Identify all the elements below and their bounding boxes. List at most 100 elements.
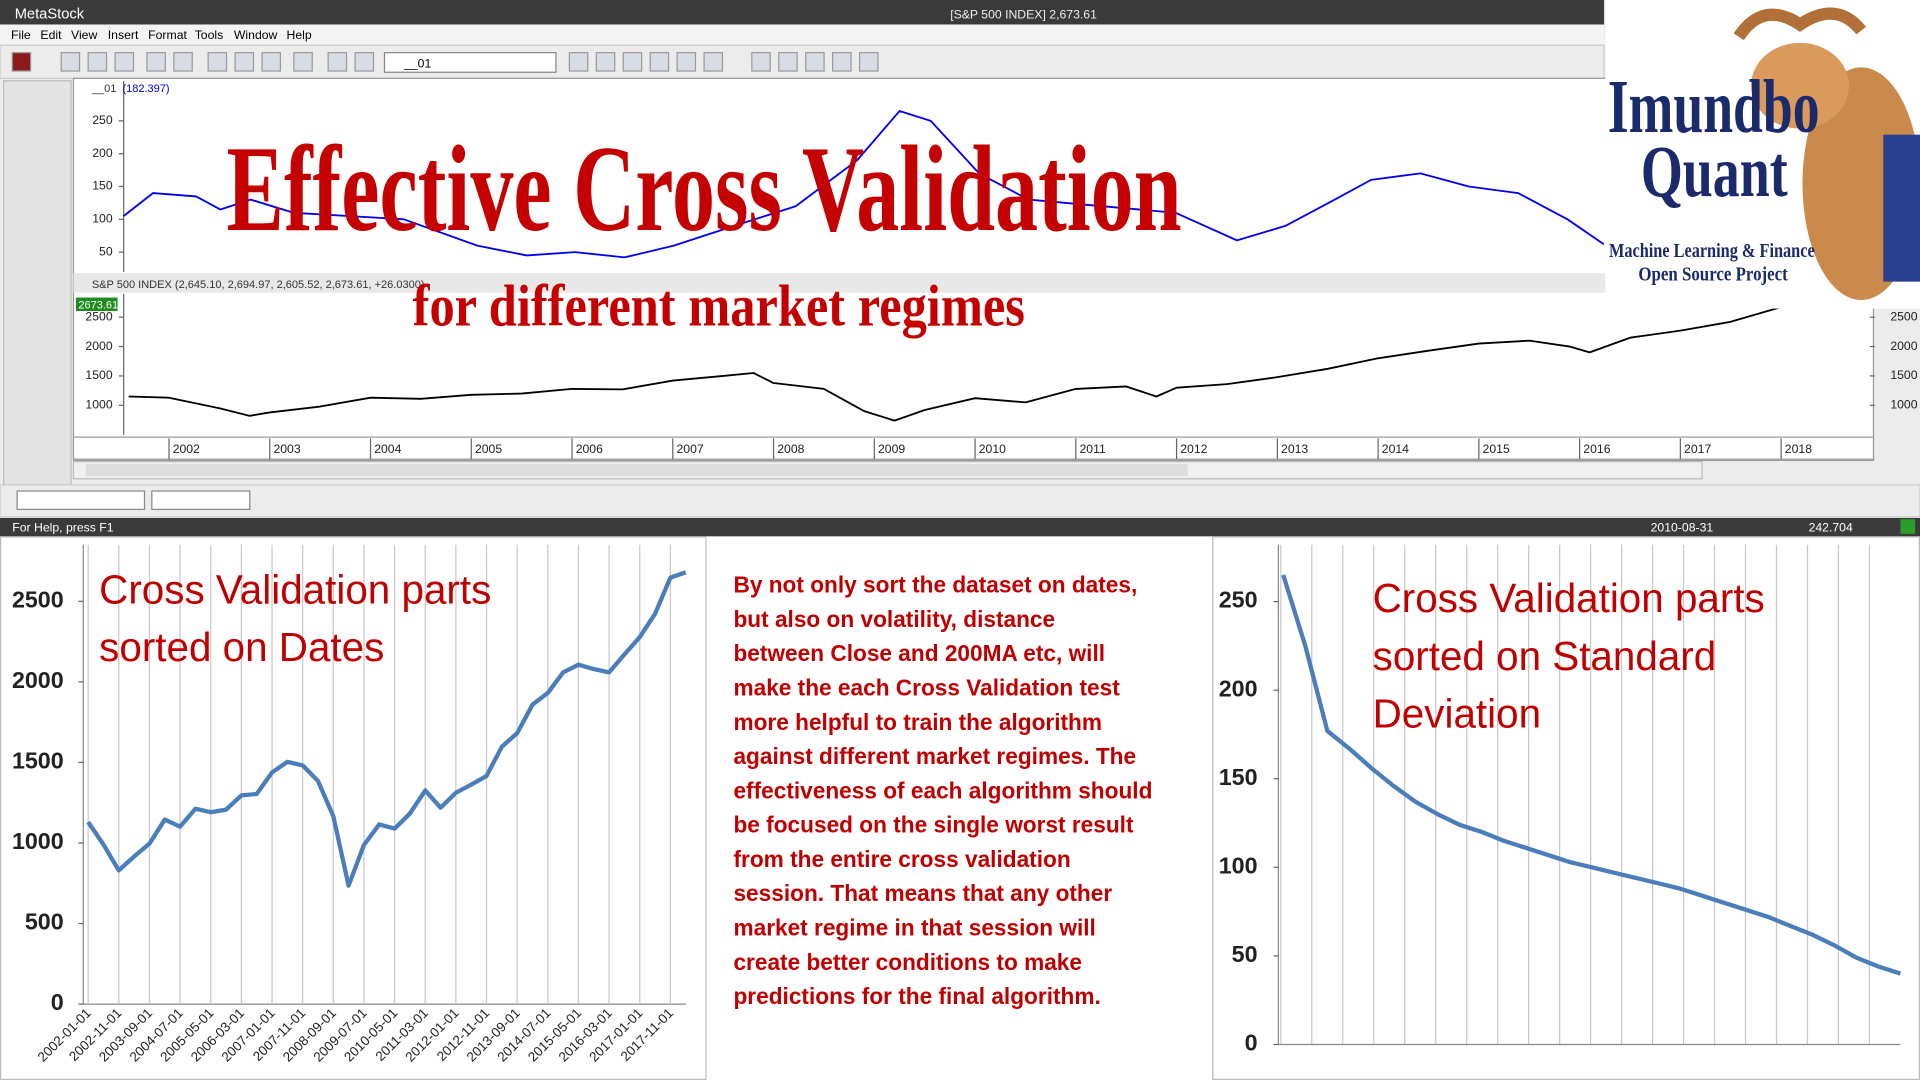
logo-line1: Imundbo — [1608, 65, 1820, 149]
logo-tagline1: Machine Learning & Finance — [1609, 241, 1815, 262]
right-chart-box — [1212, 536, 1920, 1080]
note-line: from the entire cross validation — [733, 846, 1070, 872]
status-value: 242.704 — [1809, 520, 1853, 534]
toolbar-button[interactable] — [649, 52, 670, 72]
menu-item[interactable]: File — [11, 28, 31, 42]
x-tick-label: 2007 — [676, 442, 703, 456]
y-tick-label: 250 — [92, 113, 113, 127]
toolbar-button[interactable] — [87, 52, 108, 72]
note-line: create better conditions to make — [733, 949, 1082, 975]
y-tick-label: 50 — [1232, 941, 1258, 967]
y-tick-label: 1500 — [12, 748, 64, 774]
logo-tagline2: Open Source Project — [1638, 264, 1788, 285]
toolbar-button[interactable] — [858, 52, 879, 72]
note-line: session. That means that any other — [733, 880, 1112, 906]
x-tick-label: 2012 — [1180, 442, 1207, 456]
y-tick-label: 200 — [92, 146, 113, 160]
x-tick-label: 2006 — [576, 442, 603, 456]
series-line — [128, 306, 1782, 422]
x-tick-label: 2010 — [979, 442, 1006, 456]
y-tick-label: 1500 — [85, 368, 112, 382]
toolbar-button[interactable] — [676, 52, 697, 72]
x-tick-label: 2003 — [273, 442, 300, 456]
combo-box[interactable] — [383, 52, 557, 73]
toolbar-button[interactable] — [261, 52, 282, 72]
menu-item[interactable]: Format — [148, 28, 187, 42]
note-line: but also on volatility, distance — [733, 606, 1055, 632]
x-tick-label: 2008 — [777, 442, 804, 456]
y-tick-label: 250 — [1219, 587, 1258, 613]
note-line: By not only sort the dataset on dates, — [733, 572, 1137, 598]
chart-window — [72, 77, 1875, 462]
menu-item[interactable]: Window — [234, 28, 278, 42]
note-line: be focused on the single worst result — [733, 812, 1134, 838]
toolbar-button[interactable] — [568, 52, 589, 72]
menu-item[interactable]: Help — [287, 28, 312, 42]
y-tick-label: 2500 — [12, 586, 64, 612]
price-panel-label: S&P 500 INDEX (2,645.10, 2,694.97, 2,605… — [92, 279, 425, 291]
y-tick-label-right: 1000 — [1890, 398, 1917, 412]
y-tick-label: 1000 — [12, 828, 64, 854]
menu-item[interactable]: View — [71, 28, 97, 42]
x-axis-strip — [72, 436, 1875, 460]
y-tick-label-right: 2000 — [1890, 339, 1917, 353]
y-tick-label: 500 — [25, 909, 64, 935]
y-tick-label-right: 1500 — [1890, 368, 1917, 382]
toolbar-button[interactable] — [207, 52, 228, 72]
toolbar-button[interactable] — [114, 52, 135, 72]
status-text: For Help, press F1 — [12, 520, 113, 534]
note-line: against different market regimes. The — [733, 743, 1136, 769]
x-tick-label: 2002 — [173, 442, 200, 456]
toolbar-button[interactable] — [832, 52, 852, 72]
menu-item[interactable]: Edit — [40, 28, 62, 42]
y-tick-label: 0 — [1245, 1030, 1258, 1056]
menu-bar — [0, 24, 1605, 45]
combo-text[interactable]: __01 — [403, 56, 431, 70]
chart-title: Cross Validation parts — [1373, 575, 1765, 621]
toolbar-button[interactable] — [595, 52, 616, 72]
moose-scarf — [1883, 134, 1920, 282]
menu-item[interactable]: Tools — [195, 28, 224, 42]
x-tick-label: 2016 — [1583, 442, 1610, 456]
x-tick-label: 2011 — [1080, 442, 1107, 456]
toolbar-button[interactable] — [234, 52, 255, 72]
y-tick-label: 150 — [1219, 764, 1258, 790]
note-line: make the each Cross Validation test — [733, 675, 1120, 701]
x-tick-label: 2004 — [374, 442, 401, 456]
note-line: more helpful to train the algorithm — [733, 709, 1102, 735]
toolbar-button[interactable] — [805, 52, 825, 72]
toolbar-button[interactable] — [703, 52, 724, 72]
note-line: market regime in that session will — [733, 915, 1095, 941]
y-tick-label: 2000 — [85, 339, 112, 353]
panel-separator — [73, 273, 1874, 293]
chart-title: Deviation — [1373, 690, 1541, 736]
toolbar-button[interactable] — [146, 52, 166, 72]
bottom-toolbar — [0, 484, 1920, 518]
toolbar-button[interactable] — [751, 52, 771, 72]
line-width-combo[interactable] — [151, 490, 251, 510]
toolbar-button[interactable] — [173, 52, 193, 72]
y-tick-label-right: 2500 — [1890, 309, 1917, 323]
toolbar-button[interactable] — [60, 52, 81, 72]
toolbar-button[interactable] — [354, 52, 375, 72]
toolbar-button[interactable] — [293, 52, 313, 72]
note-line: between Close and 200MA etc, will — [733, 640, 1105, 666]
y-tick-label: 150 — [92, 179, 113, 193]
menu: File Edit View Insert Format Tools Window Help — [11, 28, 312, 42]
last-price: 2673.61 — [78, 300, 118, 312]
chart-title: Cross Validation parts — [99, 567, 491, 613]
y-tick-label: 0 — [51, 989, 64, 1015]
toolbar-button[interactable] — [778, 52, 798, 72]
y-tick-label: 100 — [1219, 852, 1258, 878]
menu-item[interactable]: Insert — [108, 28, 139, 42]
toolbar-button[interactable] — [11, 52, 32, 72]
toolbar-button[interactable] — [327, 52, 348, 72]
line-style-combo[interactable] — [16, 490, 146, 510]
app-title: MetaStock — [15, 6, 85, 22]
overlay-subtitle: for different market regimes — [413, 274, 1025, 339]
status-bar — [0, 517, 1920, 537]
chart-title: sorted on Standard — [1373, 633, 1717, 679]
scroll-thumb[interactable] — [85, 464, 1188, 477]
x-tick-label: 2018 — [1785, 442, 1812, 456]
toolbar-button[interactable] — [622, 52, 643, 72]
